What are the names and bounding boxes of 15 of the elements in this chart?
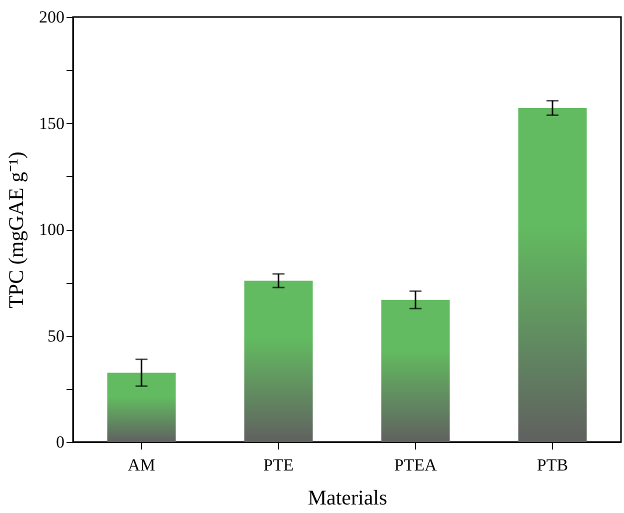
x-tick-label: PTEA	[394, 456, 438, 474]
bar	[518, 108, 587, 442]
bar	[244, 280, 313, 442]
y-tick-label: 50	[48, 326, 64, 346]
bar	[381, 300, 450, 442]
x-axis-title: Materials	[308, 486, 388, 510]
bar	[107, 372, 176, 442]
y-tick-label: 100	[39, 220, 64, 239]
x-tick-label: PTB	[536, 456, 568, 474]
x-tick-label: PTE	[263, 456, 294, 474]
y-tick-label: 150	[39, 114, 64, 133]
y-tick-label: 200	[39, 8, 64, 26]
x-tick-label: AM	[128, 456, 156, 474]
y-axis-title: TPC (mgGAE g⁻¹)	[4, 152, 28, 308]
y-tick-label: 0	[56, 432, 64, 452]
